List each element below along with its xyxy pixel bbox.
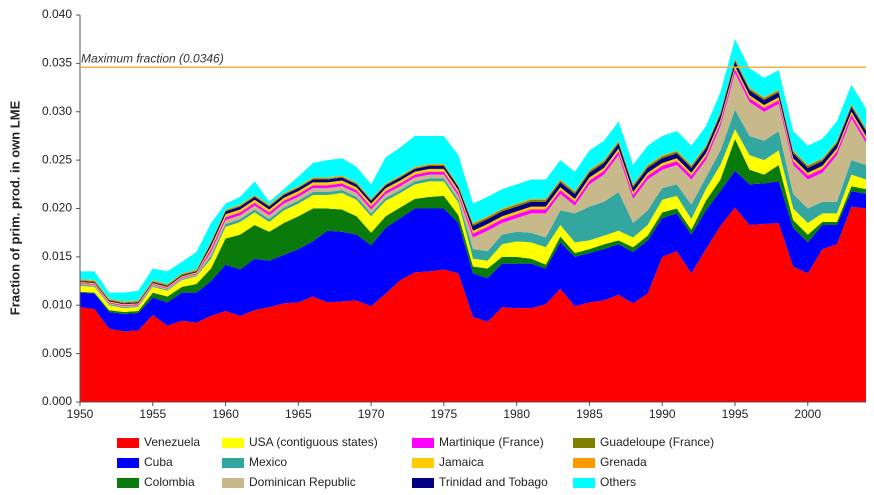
- legend-label: Trinidad and Tobago: [439, 475, 548, 489]
- x-tick-label: 1975: [431, 407, 458, 421]
- area: [80, 129, 866, 313]
- y-tick-label: 0.035: [42, 56, 72, 70]
- area: [80, 206, 866, 402]
- y-tick-label: 0.010: [42, 297, 72, 311]
- x-tick-label: 1995: [722, 407, 749, 421]
- y-tick-label: 0.025: [42, 152, 72, 166]
- legend-label: USA (contiguous states): [249, 435, 378, 449]
- area: [80, 39, 866, 302]
- legend-swatch: [573, 478, 595, 488]
- reference-label: Maximum fraction (0.0346): [81, 51, 224, 65]
- legend-swatch: [573, 438, 595, 448]
- x-tick-label: 1965: [285, 407, 312, 421]
- legend-swatch: [222, 458, 244, 468]
- x-tick-label: 2000: [794, 407, 821, 421]
- y-tick-label: 0.000: [42, 394, 72, 408]
- x-tick-label: 1980: [503, 407, 530, 421]
- legend-swatch: [412, 478, 434, 488]
- legend-swatch: [117, 478, 139, 488]
- x-tick-label: 1960: [212, 407, 239, 421]
- x-tick-label: 1990: [649, 407, 676, 421]
- legend-label: Colombia: [144, 475, 195, 489]
- legend-label: Dominican Republic: [249, 475, 356, 489]
- y-tick-label: 0.020: [42, 201, 72, 215]
- legend-label: Venezuela: [144, 435, 200, 449]
- legend-label: Martinique (France): [439, 435, 544, 449]
- legend-label: Jamaica: [439, 455, 484, 469]
- legend-swatch: [222, 438, 244, 448]
- legend-label: Guadeloupe (France): [600, 435, 714, 449]
- x-tick-label: 1955: [139, 407, 166, 421]
- legend-swatch: [117, 438, 139, 448]
- area: [80, 170, 866, 332]
- legend-swatch: [117, 458, 139, 468]
- x-tick-label: 1950: [67, 407, 94, 421]
- legend-label: Mexico: [249, 455, 287, 469]
- y-tick-label: 0.005: [42, 346, 72, 360]
- legend-swatch: [412, 438, 434, 448]
- y-axis-label: Fraction of prim. prod. in own LME: [7, 100, 22, 315]
- legend-swatch: [573, 458, 595, 468]
- area: [80, 109, 866, 309]
- x-tick-label: 1985: [576, 407, 603, 421]
- legend-swatch: [222, 478, 244, 488]
- y-tick-label: 0.040: [42, 7, 72, 21]
- area: [80, 138, 866, 314]
- x-tick-label: 1970: [358, 407, 385, 421]
- y-tick-label: 0.015: [42, 249, 72, 263]
- legend-label: Cuba: [144, 455, 173, 469]
- legend-swatch: [412, 458, 434, 468]
- legend-label: Grenada: [600, 455, 647, 469]
- y-tick-label: 0.030: [42, 104, 72, 118]
- legend-label: Others: [600, 475, 636, 489]
